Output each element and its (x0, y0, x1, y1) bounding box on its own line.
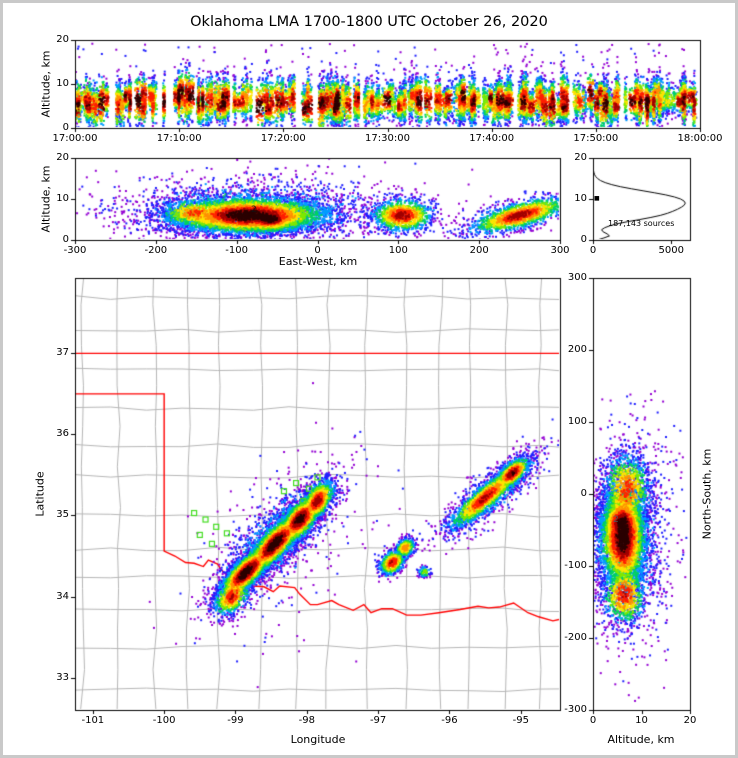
x-tick-label: 17:10:00 (156, 133, 202, 144)
y-tick-label: 0 (580, 488, 587, 499)
y-tick-label: 35 (56, 509, 69, 521)
ew-panel-y-axis-label: Altitude, km (39, 165, 53, 233)
map-x-axis-label: Longitude (290, 733, 346, 746)
ns-panel-y-axis-label: North-South, km (700, 448, 714, 540)
ew-panel-x-axis-label: East-West, km (278, 255, 358, 268)
ns-panel-x-axis-label: Altitude, km (607, 733, 675, 746)
x-tick-label: -200 (144, 245, 168, 256)
x-tick-label: 200 (469, 245, 489, 256)
y-tick-label: -200 (564, 632, 587, 643)
x-tick-label: 300 (550, 245, 570, 256)
x-tick-label: 5000 (658, 245, 684, 256)
map-y-axis-label: Latitude (33, 471, 47, 517)
x-tick-label: 17:30:00 (365, 133, 410, 144)
x-tick-label: -97 (369, 715, 387, 726)
y-tick-label: 34 (56, 590, 69, 602)
y-tick-label: -300 (564, 704, 587, 715)
x-tick-label: 0 (314, 245, 321, 256)
station-letter-ns: 2 (613, 515, 619, 525)
y-tick-label: 300 (567, 272, 587, 283)
x-tick-label: 17:50:00 (573, 133, 619, 144)
y-tick-label: 0 (580, 234, 587, 245)
y-tick-label: 10 (56, 193, 69, 204)
x-tick-label: 10 (635, 715, 648, 726)
x-tick-label: -96 (441, 715, 458, 726)
y-tick-label: 36 (56, 428, 69, 440)
y-tick-label: 20 (56, 152, 69, 163)
y-tick-label: 200 (567, 344, 587, 355)
y-tick-label: 33 (56, 671, 69, 683)
y-tick-label: 0 (62, 122, 69, 133)
y-tick-label: 20 (56, 34, 69, 45)
y-tick-label: 10 (56, 78, 69, 89)
sources-count-annotation: 187,143 sources (608, 219, 675, 228)
x-tick-label: -98 (298, 715, 315, 726)
x-tick-label: -100 (152, 715, 176, 726)
y-tick-label: -100 (564, 560, 587, 571)
y-tick-label: 37 (56, 347, 69, 359)
x-tick-label: -99 (227, 715, 244, 726)
time-panel-y-axis-label: Altitude, km (39, 50, 53, 118)
x-tick-label: 0 (589, 245, 597, 256)
station-letter-ew: 2 (251, 205, 257, 215)
y-tick-label: 0 (62, 234, 69, 245)
x-tick-label: 17:40:00 (469, 133, 515, 144)
x-tick-label: -95 (512, 715, 529, 726)
x-tick-label: -101 (81, 715, 105, 726)
x-tick-label: 17:20:00 (260, 133, 306, 144)
x-tick-label: -300 (63, 245, 87, 256)
station-marker-histogram: ■ (594, 195, 600, 202)
x-tick-label: 18:00:00 (677, 133, 723, 144)
y-tick-label: 100 (567, 416, 587, 427)
y-tick-label: 20 (574, 152, 587, 163)
x-tick-label: 100 (388, 245, 408, 256)
x-tick-label: -100 (225, 245, 249, 256)
figure-title: Oklahoma LMA 1700-1800 UTC October 26, 2… (190, 14, 548, 30)
x-tick-label: 0 (589, 715, 597, 726)
y-tick-label: 10 (574, 193, 587, 204)
x-tick-label: 17:00:00 (52, 133, 98, 144)
x-tick-label: 20 (683, 715, 697, 726)
